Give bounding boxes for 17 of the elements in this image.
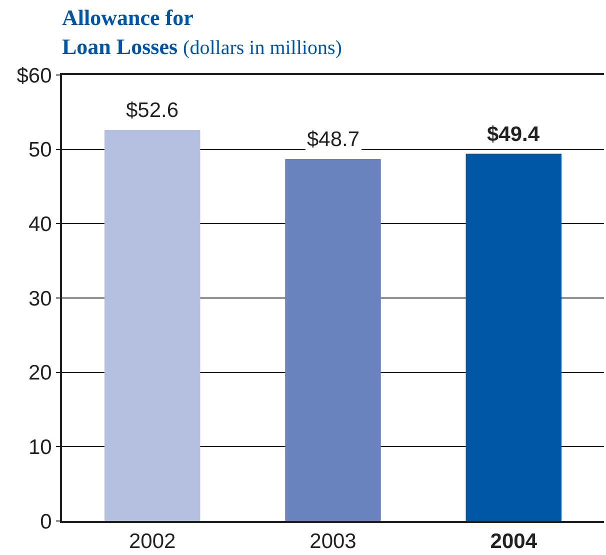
data-label: $48.7 [307, 128, 360, 151]
y-tick-label: 30 [28, 287, 52, 310]
bar [285, 159, 381, 521]
data-label: $52.6 [126, 99, 179, 122]
y-tick-label: 10 [28, 436, 52, 460]
x-tick-label: 2004 [490, 530, 538, 554]
y-tick-label: $60 [16, 64, 52, 88]
bar [104, 130, 200, 521]
y-tick-label: 40 [28, 213, 52, 236]
x-tick-label: 2003 [310, 530, 356, 554]
data-label: $49.4 [487, 123, 540, 146]
bar [466, 154, 562, 521]
y-tick-label: 50 [28, 138, 52, 162]
chart-subtitle: (dollars in millions) [183, 36, 342, 59]
y-tick-label: 20 [28, 362, 52, 385]
x-tick-label: 2002 [128, 530, 176, 554]
y-tick-label: 0 [40, 510, 52, 534]
